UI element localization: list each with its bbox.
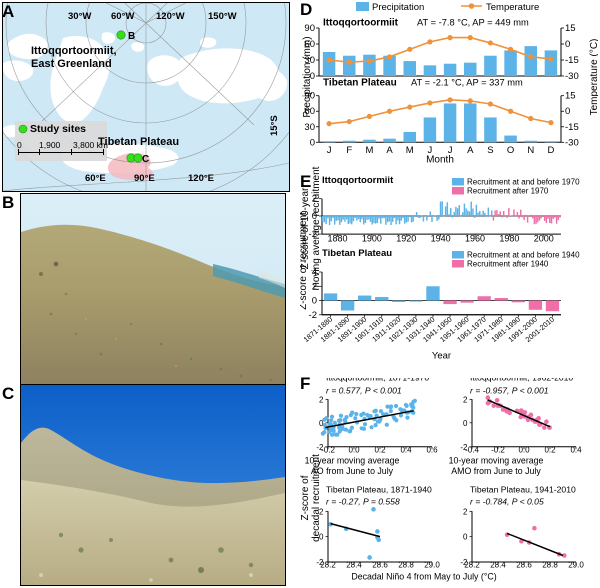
svg-text:-0.2: -0.2: [491, 446, 505, 455]
svg-text:Recruitment after 1970: Recruitment after 1970: [467, 187, 549, 196]
svg-text:Month: Month: [426, 154, 454, 165]
svg-text:0.4: 0.4: [570, 446, 582, 455]
svg-text:Temperature: Temperature: [486, 2, 539, 13]
svg-text:F: F: [346, 145, 352, 156]
svg-text:r = -0.27, P = 0.558: r = -0.27, P = 0.558: [326, 497, 400, 507]
svg-text:29.0: 29.0: [568, 560, 584, 569]
svg-text:2: 2: [463, 507, 468, 516]
svg-text:M: M: [406, 145, 414, 156]
svg-text:28.4: 28.4: [490, 560, 506, 569]
svg-text:-0.2: -0.2: [321, 446, 335, 455]
svg-text:0: 0: [565, 106, 570, 117]
svg-text:28.2: 28.2: [464, 560, 480, 569]
svg-text:2: 2: [463, 395, 468, 404]
svg-text:Tibetan Plateau: Tibetan Plateau: [323, 77, 397, 88]
svg-text:D: D: [547, 145, 554, 156]
svg-text:A: A: [386, 145, 393, 156]
svg-text:AO from June to July: AO from June to July: [311, 466, 394, 476]
svg-text:Decadal Niño 4 from May to Jul: Decadal Niño 4 from May to July (°C): [351, 571, 496, 581]
svg-text:Ittoqqortoormiit: Ittoqqortoormiit: [323, 17, 399, 28]
svg-text:N: N: [527, 145, 534, 156]
svg-text:28.6: 28.6: [372, 560, 388, 569]
svg-text:0: 0: [463, 419, 468, 428]
svg-text:Recruitment at and before 1970: Recruitment at and before 1970: [467, 178, 580, 187]
svg-text:Ittoqqortoormiit: Ittoqqortoormiit: [322, 176, 394, 186]
svg-text:1920: 1920: [396, 233, 416, 243]
svg-text:1940: 1940: [431, 233, 451, 243]
svg-text:28.8: 28.8: [542, 560, 558, 569]
svg-text:-30: -30: [565, 71, 579, 82]
svg-text:O: O: [507, 145, 514, 156]
svg-text:-0.4: -0.4: [465, 446, 479, 455]
svg-text:r = -0.957, P < 0.001: r = -0.957, P < 0.001: [470, 386, 549, 396]
svg-text:Recruitment at and before 1940: Recruitment at and before 1940: [467, 251, 580, 260]
svg-text:AT = -2.1 °C, AP = 337 mm: AT = -2.1 °C, AP = 337 mm: [411, 77, 523, 87]
svg-text:-15: -15: [565, 122, 579, 133]
svg-text:28.8: 28.8: [398, 560, 414, 569]
svg-text:Tibetan Plateau, 1941-2010: Tibetan Plateau, 1941-2010: [470, 485, 576, 495]
svg-text:-30: -30: [565, 137, 579, 148]
svg-text:Recruitment after 1940: Recruitment after 1940: [467, 260, 549, 269]
svg-text:0.2: 0.2: [544, 446, 556, 455]
svg-text:AMO from June to July: AMO from June to July: [451, 466, 541, 476]
svg-text:29.0: 29.0: [424, 560, 440, 569]
svg-text:28.2: 28.2: [320, 560, 336, 569]
svg-text:1980: 1980: [499, 233, 519, 243]
svg-text:15: 15: [565, 91, 576, 102]
svg-text:15: 15: [565, 23, 576, 34]
svg-text:Tibetan Plateau: Tibetan Plateau: [322, 248, 392, 259]
svg-text:0: 0: [565, 39, 570, 50]
svg-text:J: J: [327, 145, 332, 156]
svg-text:Year: Year: [432, 350, 451, 361]
svg-text:0.0: 0.0: [348, 446, 360, 455]
svg-text:r = 0.577, P < 0.001: r = 0.577, P < 0.001: [326, 386, 402, 396]
svg-text:0: 0: [463, 533, 468, 542]
svg-text:1960: 1960: [465, 233, 485, 243]
svg-text:r = -0.784, P < 0.05: r = -0.784, P < 0.05: [470, 497, 544, 507]
svg-text:Ittoqqortoormiit, 1962-2010: Ittoqqortoormiit, 1962-2010: [470, 378, 573, 383]
svg-text:A: A: [467, 145, 474, 156]
svg-text:Precipitation: Precipitation: [372, 2, 424, 13]
svg-text:2: 2: [319, 395, 324, 404]
svg-text:0.4: 0.4: [400, 446, 412, 455]
svg-text:-15: -15: [565, 55, 579, 66]
svg-text:S: S: [487, 145, 493, 156]
svg-text:AT = -7.8 °C, AP = 449 mm: AT = -7.8 °C, AP = 449 mm: [417, 17, 529, 27]
svg-text:10-year moving average: 10-year moving average: [449, 455, 544, 465]
svg-text:0.6: 0.6: [426, 446, 438, 455]
svg-text:28.6: 28.6: [516, 560, 532, 569]
svg-text:28.4: 28.4: [346, 560, 362, 569]
svg-text:0.2: 0.2: [374, 446, 386, 455]
svg-text:1880: 1880: [327, 233, 347, 243]
svg-text:2000: 2000: [534, 233, 554, 243]
svg-text:M: M: [365, 145, 373, 156]
svg-text:Tibetan Plateau, 1871-1940: Tibetan Plateau, 1871-1940: [326, 485, 432, 495]
svg-text:Ittoqqortoormiit, 1871-1970: Ittoqqortoormiit, 1871-1970: [326, 378, 429, 383]
svg-text:1900: 1900: [362, 233, 382, 243]
svg-text:0.0: 0.0: [518, 446, 530, 455]
